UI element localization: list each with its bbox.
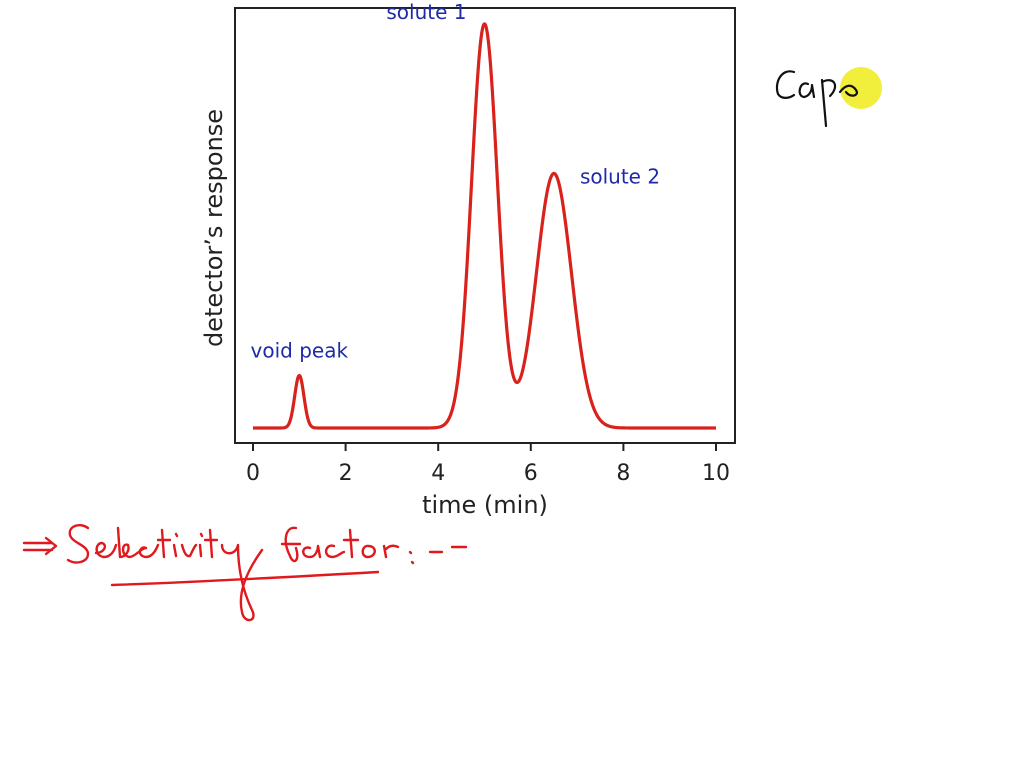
peak-label: void peak [251,338,349,362]
peak-labels: void peak solute 1 solute 2 [251,0,661,362]
handwritten-corner-note [775,67,882,128]
x-axis-title: time (min) [422,491,548,519]
x-tick-label: 8 [616,461,630,486]
handwritten-selectivity-note [22,524,468,622]
x-tick-label: 2 [339,461,353,486]
chromatogram-chart: 0 2 4 6 8 10 void peak solute 1 solute 2 time (… [200,0,736,519]
x-tick-label: 4 [431,461,445,486]
x-tick-label: 10 [702,461,730,486]
y-axis-title: detector’s response [200,109,228,347]
cursor-highlight [840,67,882,109]
x-tick-label: 0 [246,461,260,486]
x-axis-ticks: 0 2 4 6 8 10 [246,443,730,486]
plot-frame [234,7,736,444]
detector-signal-line [251,22,718,430]
x-tick-label: 6 [524,461,538,486]
peak-label: solute 1 [386,0,466,24]
peak-label: solute 2 [580,164,660,188]
